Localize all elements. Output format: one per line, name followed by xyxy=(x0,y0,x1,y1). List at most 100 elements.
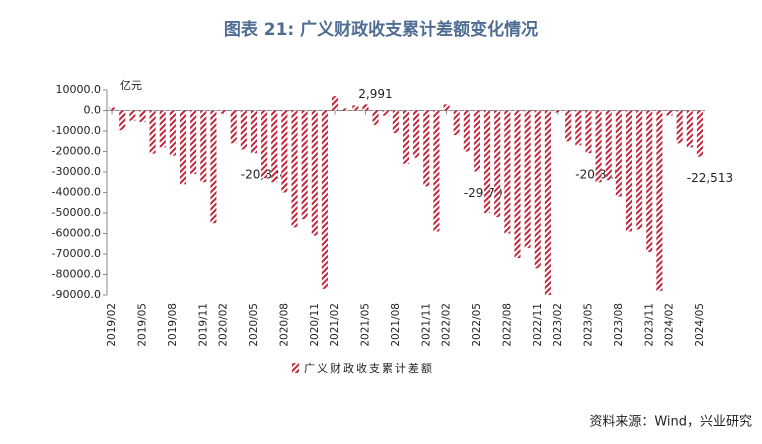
bar xyxy=(575,110,582,146)
y-tick-label: -10000.0 xyxy=(52,124,101,137)
x-tick-label: 2020/05 xyxy=(248,303,260,347)
bar xyxy=(342,108,349,111)
bar xyxy=(534,110,541,269)
y-tick-label: -20000.0 xyxy=(52,145,101,158)
bar xyxy=(494,110,501,218)
bar xyxy=(261,110,268,179)
x-tick-label: 2020/11 xyxy=(309,303,321,347)
source: 资料来源：Wind，兴业研究 xyxy=(589,415,752,430)
bar xyxy=(250,110,258,154)
bar xyxy=(453,110,460,136)
bar xyxy=(636,110,643,230)
bar xyxy=(169,110,176,156)
legend-swatch xyxy=(292,363,299,373)
y-tick-label: -40000.0 xyxy=(52,186,101,199)
bar xyxy=(230,110,237,144)
x-tick-label: 2023/11 xyxy=(643,303,655,347)
bar xyxy=(139,110,146,122)
bar xyxy=(443,104,450,111)
bar xyxy=(463,110,470,152)
bar xyxy=(605,110,612,181)
y-tick-label: -90000.0 xyxy=(52,288,101,301)
x-tick-label: 2021/11 xyxy=(420,303,432,347)
x-tick-label: 2022/08 xyxy=(501,303,513,347)
x-tick-label: 2023/08 xyxy=(613,303,625,347)
bar xyxy=(402,110,410,164)
x-tick-label: 2021/08 xyxy=(390,303,402,347)
x-tick-label: 2023/02 xyxy=(552,303,564,347)
bar xyxy=(159,110,166,148)
bar xyxy=(514,110,521,259)
bar xyxy=(240,110,247,150)
bar xyxy=(392,110,399,134)
bar xyxy=(544,110,551,295)
y-tick-label: -80000.0 xyxy=(52,268,101,281)
bar xyxy=(433,110,440,232)
y-tick-label: -70000.0 xyxy=(52,247,101,260)
legend-label: 广义财政收支累计差额 xyxy=(304,361,434,375)
bar xyxy=(271,110,278,183)
bar xyxy=(311,110,318,236)
bar xyxy=(149,110,156,154)
bar xyxy=(179,110,187,185)
y-tick-label: -60000.0 xyxy=(52,227,101,240)
bar xyxy=(625,110,633,232)
x-tick-label: 2022/02 xyxy=(441,303,453,347)
y-unit: 亿元 xyxy=(120,79,142,92)
bar xyxy=(686,110,693,148)
bar xyxy=(321,110,328,289)
bar xyxy=(656,110,663,291)
bar xyxy=(585,110,592,154)
bar xyxy=(220,110,227,114)
bar xyxy=(372,110,379,125)
data-label: 2,991 xyxy=(358,87,392,101)
y-tick-label: -50000.0 xyxy=(52,206,101,219)
bar xyxy=(595,110,602,183)
x-tick-label: 2023/05 xyxy=(582,303,594,347)
bar xyxy=(200,110,207,183)
x-tick-label: 2021/02 xyxy=(329,303,341,347)
x-tick-label: 2021/05 xyxy=(359,303,371,347)
bar xyxy=(352,105,359,111)
bar xyxy=(119,110,126,131)
y-tick-label: 10000.0 xyxy=(56,83,102,96)
bar xyxy=(646,110,653,252)
bar xyxy=(129,110,136,121)
x-tick-label: 2020/08 xyxy=(278,303,290,347)
bar xyxy=(190,110,197,175)
x-tick-label: 2022/11 xyxy=(532,303,544,347)
y-tick-label: -30000.0 xyxy=(52,165,101,178)
bar xyxy=(413,110,420,158)
x-tick-label: 2019/11 xyxy=(197,303,209,347)
bar xyxy=(666,110,673,116)
y-tick-label: 0.0 xyxy=(84,104,102,117)
x-tick-label: 2019/08 xyxy=(167,303,179,347)
x-tick-label: 2024/02 xyxy=(664,303,676,347)
x-tick-label: 2019/05 xyxy=(136,303,148,347)
bar xyxy=(473,110,480,172)
x-tick-label: 2020/02 xyxy=(218,303,230,347)
x-tick-label: 2024/05 xyxy=(694,303,706,347)
bar xyxy=(554,110,562,113)
bar xyxy=(281,110,288,193)
bar xyxy=(524,110,531,248)
x-tick-label: 2022/05 xyxy=(471,303,483,347)
bar xyxy=(382,110,389,116)
chart-title: 图表 21: 广义财政收支累计差额变化情况 xyxy=(224,19,538,40)
bar xyxy=(210,110,217,224)
bar xyxy=(565,110,572,142)
x-tick-label: 2019/02 xyxy=(106,303,118,347)
bar xyxy=(362,104,369,111)
bar xyxy=(484,110,491,213)
bar xyxy=(615,110,622,197)
bar xyxy=(504,110,511,234)
bar xyxy=(423,110,430,187)
bar xyxy=(301,110,308,220)
bar xyxy=(109,107,116,111)
bar xyxy=(676,110,683,144)
bar xyxy=(696,110,703,157)
bar xyxy=(332,96,339,111)
data-label: -22,513 xyxy=(687,171,733,185)
bar xyxy=(291,110,298,228)
